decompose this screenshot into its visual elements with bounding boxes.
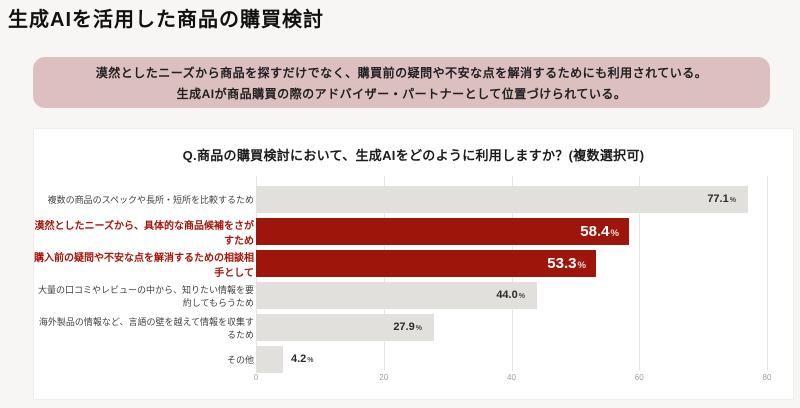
category-label: 購入前の疑問や不安な点を解消するための相談相手として: [34, 252, 254, 279]
category-label: 海外製品の情報など、言語の壁を越えて情報を収集するため: [38, 316, 254, 340]
value-label: 58.4%: [580, 223, 619, 240]
x-axis-tick-label: 40: [507, 373, 516, 382]
chart-card: Q.商品の購買検討において、生成AIをどのように利用しますか？(複数選択可) 0…: [33, 128, 794, 400]
value-label: 53.3%: [547, 255, 586, 272]
bar-highlight: 58.4%: [256, 218, 629, 245]
chart-question-title: Q.商品の購買検討において、生成AIをどのように利用しますか？(複数選択可): [182, 148, 645, 163]
percent-sign: %: [518, 293, 525, 300]
category-label: 漠然としたニーズから、具体的な商品候補をさがすため: [34, 220, 255, 247]
percent-sign: %: [577, 260, 586, 271]
page-title: 生成AIを活用した商品の購買検討: [8, 9, 324, 31]
x-gridline-80: [767, 176, 768, 371]
x-axis-tick-label: 20: [379, 373, 389, 382]
x-gridline-60: [639, 176, 641, 371]
percent-sign: %: [729, 197, 736, 204]
summary-line-1: 漠然としたニーズから商品を探すだけでなく、購買前の疑問や不安な点を解消するために…: [95, 66, 708, 80]
value-label: 44.0%: [496, 289, 525, 301]
category-label: その他: [226, 355, 254, 365]
percent-sign: %: [415, 325, 422, 332]
value-label: 77.1%: [707, 193, 736, 205]
bar-normal: 27.9%: [256, 314, 434, 341]
summary-box: 漠然としたニーズから商品を探すだけでなく、購買前の疑問や不安な点を解消するために…: [33, 57, 770, 108]
bar-normal: 77.1%: [256, 186, 748, 213]
bar-normal: 44.0%: [256, 282, 537, 309]
value-label: 27.9%: [393, 321, 422, 333]
percent-sign: %: [307, 357, 314, 364]
x-axis-tick-label: 80: [762, 373, 772, 382]
x-axis-tick-label: 60: [634, 373, 644, 382]
x-axis-tick-label: 0: [253, 373, 259, 382]
bar-highlight: 53.3%: [256, 250, 596, 277]
value-label: 4.2%: [291, 353, 314, 365]
percent-sign: %: [610, 228, 619, 239]
category-label: 複数の商品のスペックや長所・短所を比較するため: [47, 195, 254, 205]
bar-normal: [256, 346, 283, 373]
summary-line-2: 生成AIが商品購買の際のアドバイザー・パートナーとして位置づけられている。: [176, 87, 627, 101]
category-label: 大量の口コミやレビューの中から、知りたい情報を要約してもらうため: [37, 284, 254, 308]
